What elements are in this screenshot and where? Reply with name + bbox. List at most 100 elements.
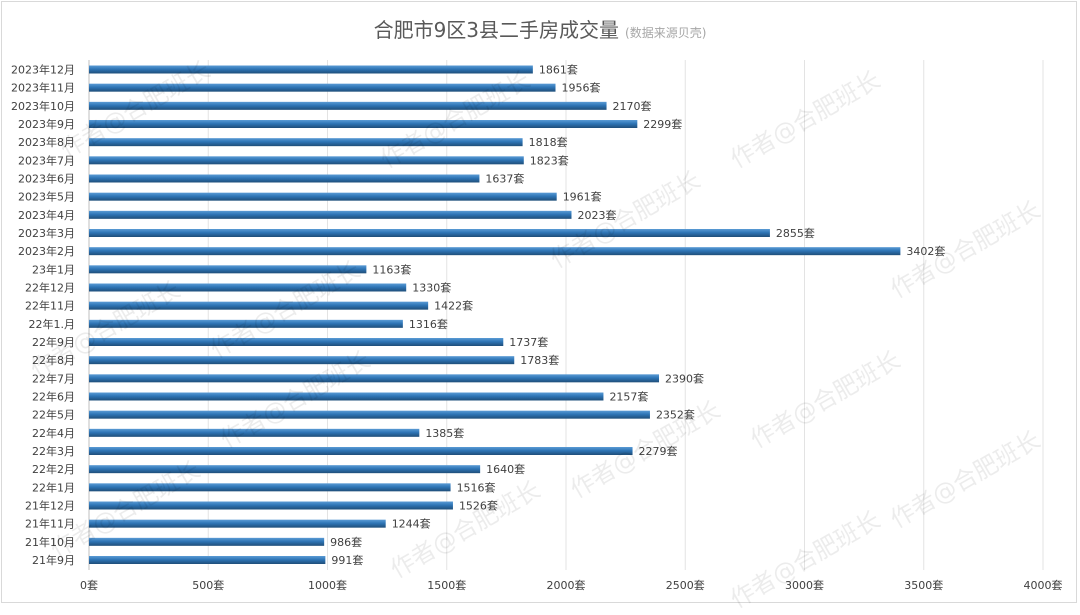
x-tick-label: 2500套: [666, 579, 705, 592]
category-label: 22年12月: [25, 281, 75, 295]
category-label: 21年10月: [25, 535, 75, 549]
bar: [89, 447, 633, 455]
bar: [89, 120, 638, 128]
bar: [89, 265, 367, 274]
data-label: 2855套: [776, 227, 815, 240]
bar: [89, 410, 650, 419]
bar: [89, 465, 481, 474]
bar: [89, 138, 523, 147]
x-tick-labels: 0套 500套 1000套 1500套 2000套 2500套 3000套 3500套 4000…: [80, 579, 1063, 592]
data-label: 1818套: [529, 136, 568, 149]
bar: [89, 210, 572, 219]
category-label: 22年2月: [32, 462, 75, 476]
category-label: 2023年5月: [18, 190, 75, 204]
data-label: 1861套: [539, 64, 578, 77]
category-label: 2023年9月: [18, 117, 75, 131]
bar: [89, 65, 533, 74]
data-label: 1640套: [486, 463, 525, 476]
data-label: 1637套: [485, 173, 524, 186]
data-label: 1163套: [372, 263, 411, 276]
data-label: 2170套: [613, 100, 652, 113]
category-label: 2023年2月: [18, 244, 75, 258]
category-label: 23年1月: [32, 262, 75, 276]
category-label: 22年1月: [32, 480, 75, 494]
x-tick-label: 3000套: [785, 579, 824, 592]
x-tick-label: 3500套: [904, 579, 943, 592]
bar: [89, 247, 901, 256]
data-label: 991套: [331, 554, 363, 567]
data-label: 3402套: [906, 245, 945, 258]
data-label: 1385套: [425, 427, 464, 440]
bar: [89, 392, 604, 401]
data-label: 1823套: [530, 154, 569, 167]
category-labels: 2023年12月 2023年11月 2023年10月 2023年9月 2023年8月 20…: [11, 63, 75, 568]
category-label: 22年5月: [32, 408, 75, 422]
bar: [89, 556, 326, 564]
data-label: 1526套: [459, 500, 498, 513]
category-label: 22年1.月: [29, 317, 76, 331]
category-label: 22年9月: [32, 335, 75, 349]
bar: [89, 319, 403, 328]
x-tick-label: 1500套: [427, 579, 466, 592]
x-tick-label: 1000套: [308, 579, 347, 592]
category-label: 2023年7月: [18, 153, 75, 167]
data-label: 2157套: [609, 391, 648, 404]
bar: [89, 156, 524, 165]
x-tick-label: 0套: [80, 579, 98, 592]
data-label: 1956套: [562, 82, 601, 95]
data-label: 1316套: [409, 318, 448, 331]
data-label: 1783套: [520, 354, 559, 367]
bars: [89, 65, 901, 564]
category-label: 21年11月: [25, 517, 75, 531]
bar: [89, 192, 557, 201]
data-label: 1737套: [509, 336, 548, 349]
data-labels: 1861套 1956套 2170套 2299套 1818套 1823套 1637套 1961套…: [330, 64, 945, 568]
bar: [89, 428, 420, 437]
category-label: 22年8月: [32, 353, 75, 367]
chart-title: 合肥市9区3县二手房成交量: [373, 18, 620, 42]
data-label: 2352套: [656, 409, 695, 422]
category-label: 2023年12月: [11, 63, 75, 77]
bar: [89, 483, 451, 492]
category-label: 22年3月: [32, 444, 75, 458]
bar: [89, 229, 770, 237]
data-label: 1330套: [412, 282, 451, 295]
data-label: 2299套: [643, 118, 682, 131]
data-label: 2390套: [665, 372, 704, 385]
category-label: 22年4月: [32, 426, 75, 440]
category-label: 2023年6月: [18, 172, 75, 186]
x-tick-label: 500套: [192, 579, 224, 592]
chart-subtitle: (数据来源贝壳): [625, 26, 707, 40]
category-label: 22年6月: [32, 390, 75, 404]
bar: [89, 101, 607, 110]
data-label: 1422套: [434, 300, 473, 313]
bar: [89, 374, 660, 383]
bar: [89, 537, 325, 546]
data-label: 1244套: [392, 518, 431, 531]
bar: [89, 519, 386, 528]
bar: [89, 338, 504, 346]
bar: [89, 356, 515, 365]
data-label: 1516套: [457, 481, 496, 494]
chart-frame: [1, 1, 1077, 603]
category-label: 2023年11月: [11, 81, 75, 95]
category-label: 22年11月: [25, 299, 75, 313]
bar: [89, 83, 556, 92]
category-label: 21年9月: [32, 553, 75, 567]
category-label: 2023年4月: [18, 208, 75, 222]
data-label: 2279套: [639, 445, 678, 458]
data-label: 1961套: [563, 191, 602, 204]
bar: [89, 283, 407, 292]
category-label: 22年7月: [32, 371, 75, 385]
bar: [89, 501, 453, 510]
category-label: 21年12月: [25, 499, 75, 513]
category-label: 2023年8月: [18, 135, 75, 149]
x-tick-label: 4000套: [1024, 579, 1063, 592]
data-label: 2023套: [577, 209, 616, 222]
x-tick-label: 2000套: [547, 579, 586, 592]
chart-title-box: 合肥市9区3县二手房成交量 (数据来源贝壳): [0, 14, 1080, 43]
bar: [89, 174, 480, 183]
bar: [89, 301, 429, 310]
